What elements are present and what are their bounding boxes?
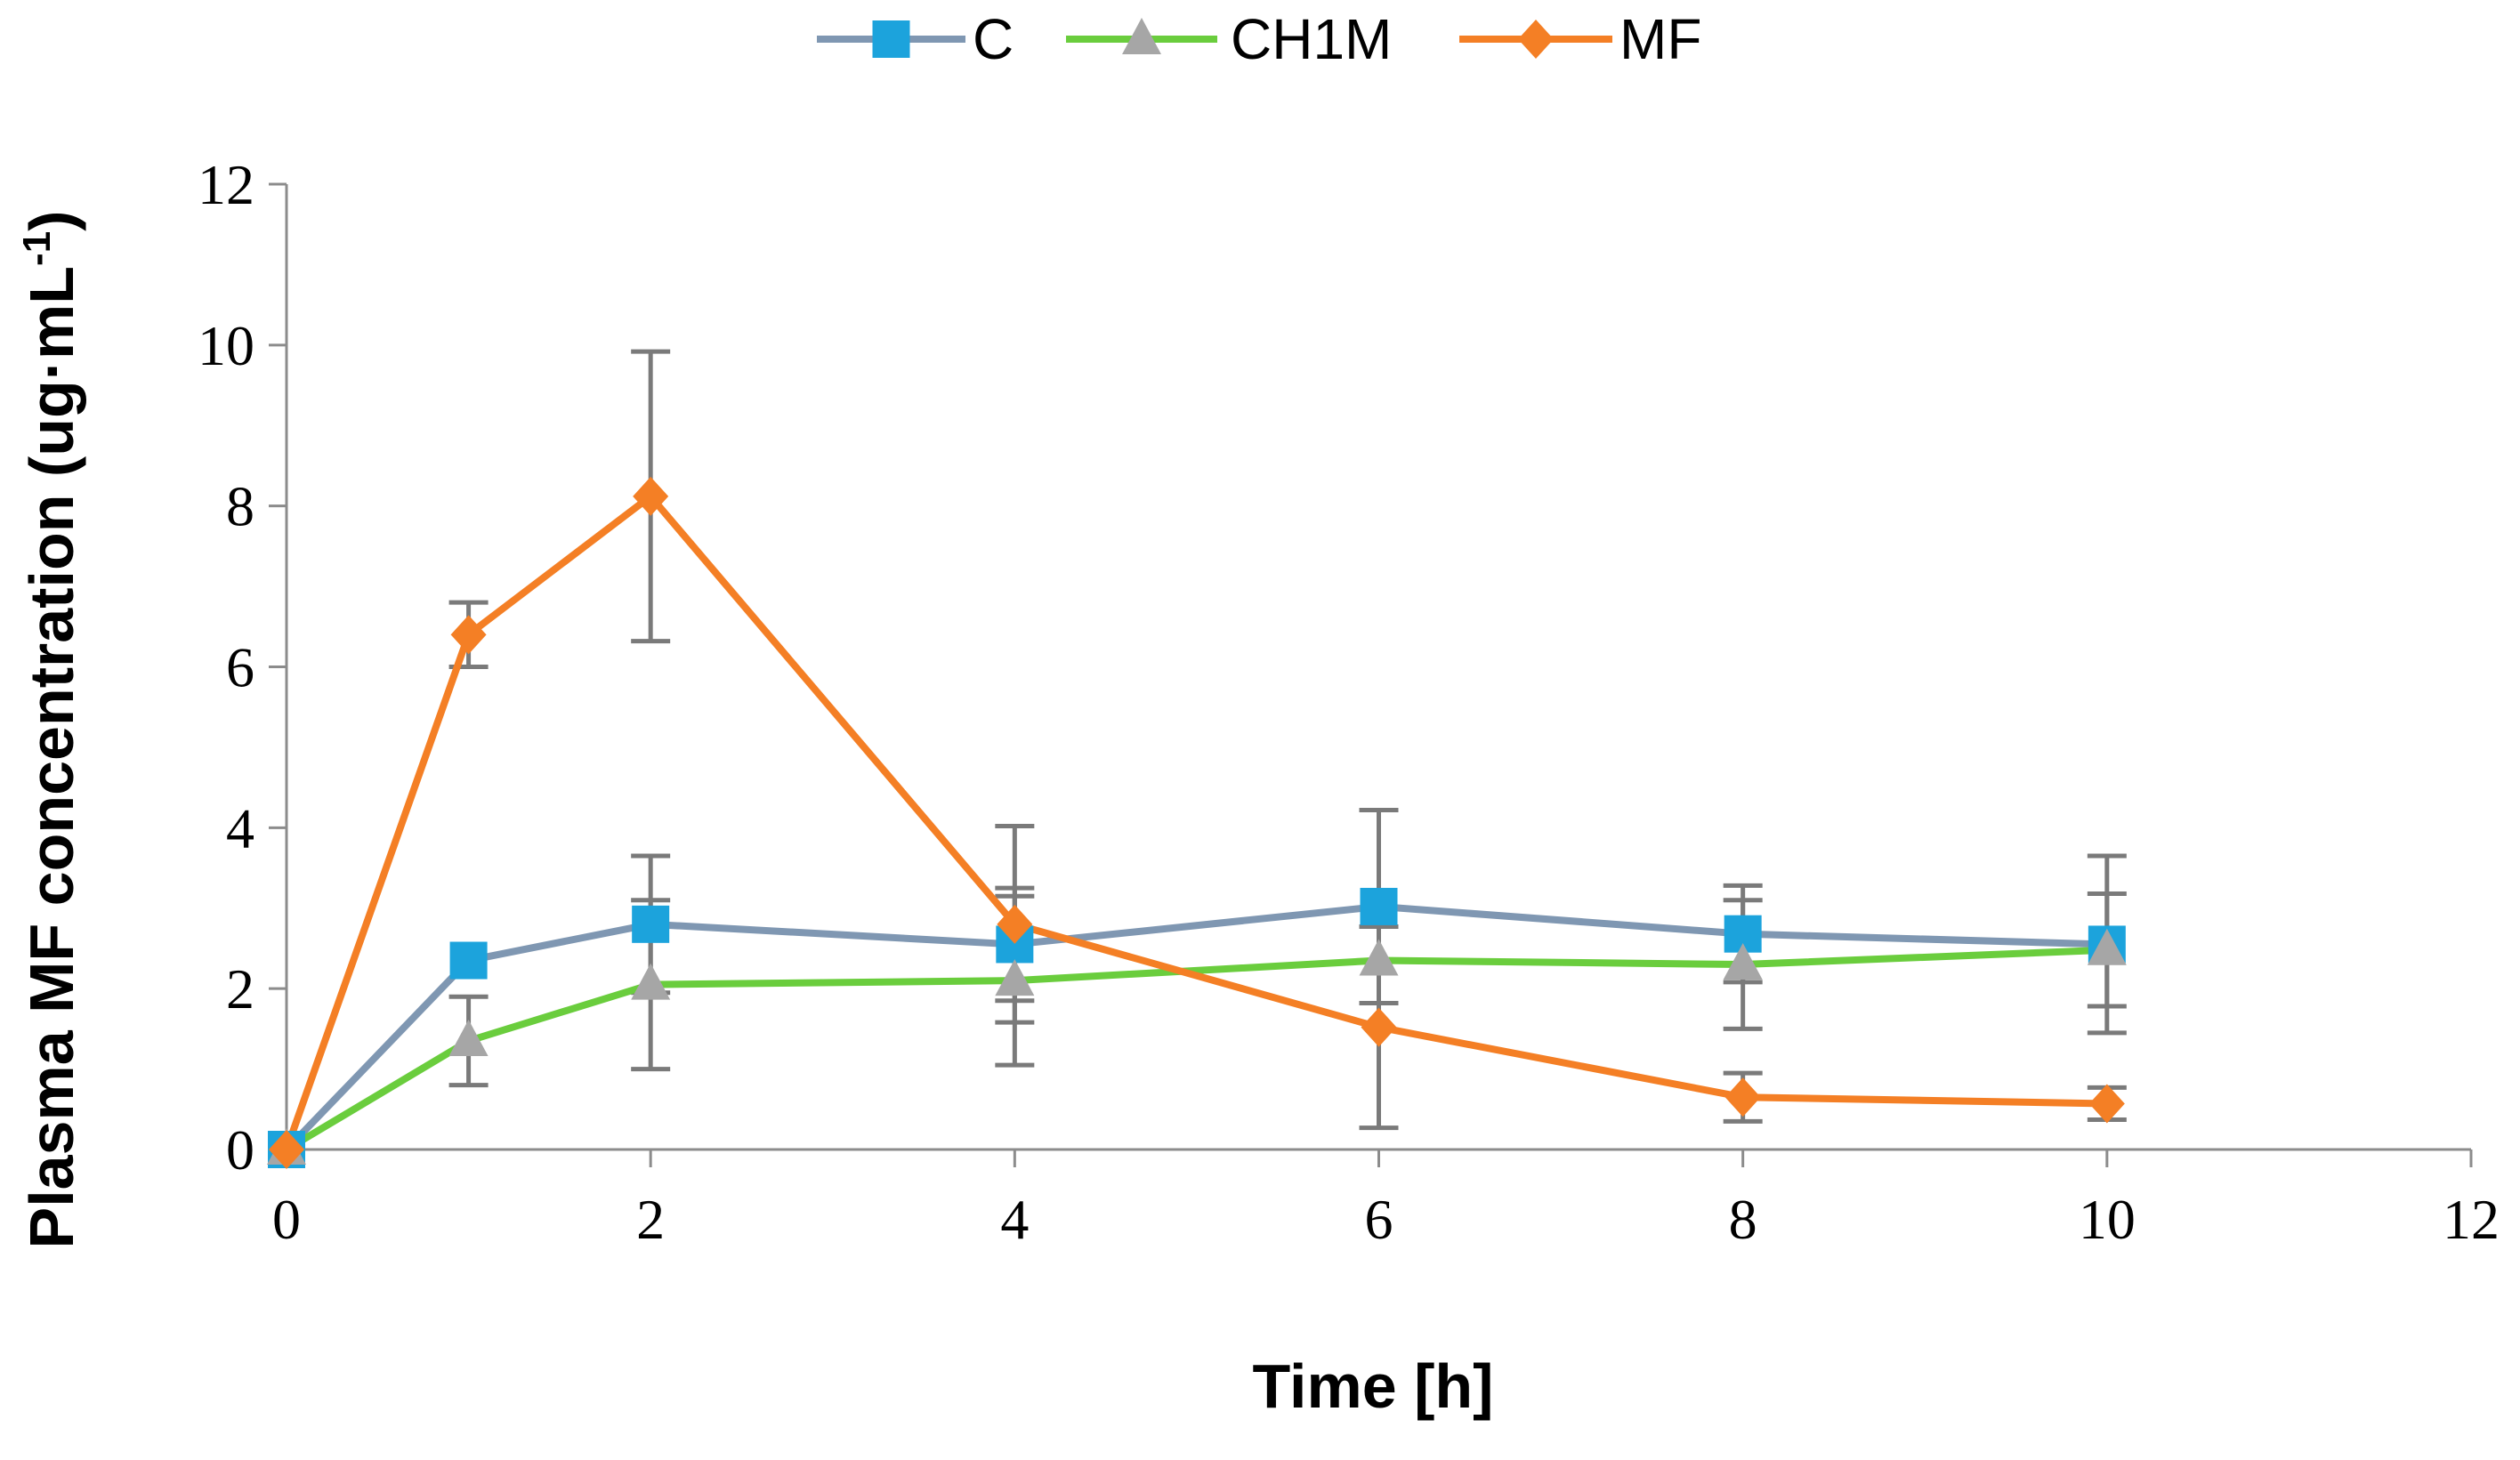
legend-marker-c [872, 20, 910, 58]
y-axis-title-end: ) [17, 211, 86, 231]
y-tick-label: 2 [226, 957, 254, 1020]
y-tick-label: 12 [198, 153, 254, 216]
legend-label: CH1M [1231, 7, 1392, 71]
y-tick-label: 4 [226, 796, 254, 859]
x-tick-label: 4 [1000, 1188, 1029, 1251]
x-tick-label: 12 [2443, 1188, 2500, 1251]
y-tick-label: 0 [226, 1118, 254, 1182]
x-tick-label: 2 [636, 1188, 665, 1251]
data-point-ch1m [1359, 939, 1399, 976]
data-point-ch1m [448, 1019, 489, 1056]
y-axis-title-main: Plasma MF concentration (ug·mL [17, 266, 86, 1249]
data-point-ch1m [995, 959, 1035, 996]
legend-item-ch1m: CH1M [1066, 7, 1392, 71]
legend-label: C [973, 7, 1014, 71]
error-bars [448, 349, 2127, 1131]
legend-marker-mf [1518, 20, 1554, 59]
series-line-ch1m [284, 946, 2107, 1153]
data-point-mf [633, 476, 669, 516]
x-tick-label: 0 [272, 1188, 301, 1251]
data-point-mf [1724, 1077, 1761, 1117]
data-point-c [632, 905, 670, 943]
x-tick-label: 10 [2079, 1188, 2136, 1251]
x-tick-label: 6 [1365, 1188, 1393, 1251]
data-point-ch1m [2087, 928, 2127, 965]
data-point-mf [1361, 1007, 1397, 1047]
legend-item-c: C [817, 7, 1014, 71]
y-tick-label: 10 [198, 314, 254, 377]
data-point-mf [997, 904, 1033, 944]
y-tick-label: 6 [226, 636, 254, 699]
series-line-mf [283, 492, 2107, 1151]
legend-item-mf: MF [1459, 7, 1701, 71]
y-axis-title: Plasma MF concentration (ug·mL-1) [15, 211, 86, 1249]
data-point-c [1360, 887, 1398, 925]
x-tick-label: 8 [1729, 1188, 1757, 1251]
legend-marker-ch1m [1122, 18, 1161, 54]
legend-label: MF [1619, 7, 1701, 71]
legend: C CH1M MF [817, 7, 1701, 71]
x-axis-title: Time [h] [1253, 1351, 1494, 1421]
series-markers [267, 476, 2127, 1169]
y-axis-title-superscript: -1 [15, 231, 59, 266]
series-lines [283, 492, 2107, 1153]
axes: 0 2 4 6 8 10 12 0 2 4 6 8 10 12 [198, 153, 2500, 1251]
data-point-mf [450, 615, 487, 655]
data-point-ch1m [631, 963, 671, 1000]
series-line-c [284, 902, 2107, 1152]
y-tick-label: 8 [226, 475, 254, 538]
data-point-mf [2088, 1084, 2125, 1124]
data-point-mf [269, 1130, 304, 1169]
data-point-c [449, 941, 488, 980]
data-point-ch1m [1723, 943, 1763, 980]
